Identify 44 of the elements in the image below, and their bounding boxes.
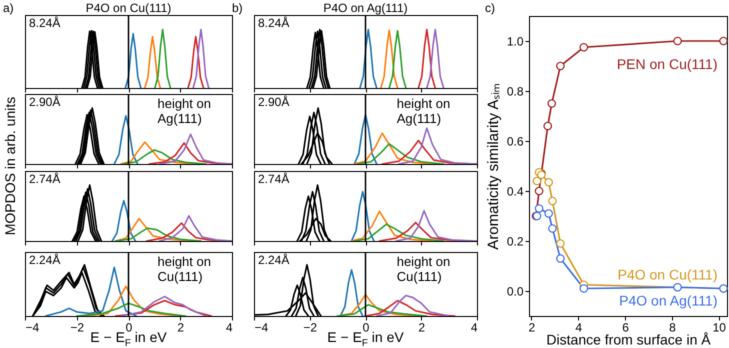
series-label: P4O on Cu(111)	[618, 266, 718, 282]
y-tick-label: 0.8	[506, 84, 524, 98]
y-tick-label: 0.4	[506, 184, 524, 198]
y-tick-label: 0.2	[506, 234, 524, 248]
annotation: height on Cu(111)	[396, 254, 450, 284]
x-tick-label: 2	[528, 320, 536, 334]
x-tick-label: 4	[575, 320, 582, 334]
x-tick-label: −4	[254, 320, 269, 334]
annotation: 2.74Å	[29, 172, 60, 186]
y-axis-title: MOPDOS in arb. units	[2, 96, 18, 236]
annotation: 2.90Å	[258, 95, 290, 109]
annotation: 8.24Å	[258, 16, 290, 30]
x-tick-label: 0	[126, 320, 133, 334]
text: b)	[232, 1, 243, 15]
annotation: 8.24Å	[29, 16, 60, 30]
series-label: P4O on Ag(111)	[619, 292, 718, 308]
x-tick-label: −2	[303, 320, 318, 334]
annotation: 2.90Å	[29, 95, 60, 109]
x-tick-label: −4	[26, 320, 40, 334]
annotation: 2.24Å	[29, 253, 60, 267]
x-axis-title: Distance from surface in Å	[546, 332, 712, 348]
annotation: height on Ag(111)	[396, 96, 450, 126]
x-tick-label: 10	[712, 320, 726, 334]
annotation: 2.74Å	[258, 172, 290, 186]
y-tick-label: 1.0	[506, 34, 524, 48]
x-tick-label: 4	[470, 320, 478, 334]
x-tick-label: 6	[622, 320, 630, 334]
annotation: height on Cu(111)	[157, 254, 211, 284]
text: c)	[485, 1, 495, 15]
series-label: PEN on Cu(111)	[616, 56, 718, 72]
x-tick-label: −2	[70, 320, 84, 334]
x-tick-label: 8	[669, 320, 676, 334]
annotation: height on Ag(111)	[157, 96, 211, 126]
y-tick-label: 0.0	[506, 284, 524, 298]
text: a)	[3, 1, 14, 15]
x-tick-label: 2	[177, 320, 184, 334]
chart-title: P4O on Cu(111)	[86, 1, 172, 15]
chart-title: P4O on Ag(111)	[323, 1, 408, 15]
y-tick-label: 0.6	[506, 134, 524, 148]
x-tick-label: 0	[362, 320, 370, 334]
annotation: 2.24Å	[258, 253, 290, 267]
y-axis-title: Aromaticity similarity Aₛᵢₘ	[484, 83, 502, 250]
x-tick-label: 4	[226, 320, 233, 334]
x-tick-label: 2	[418, 320, 426, 334]
